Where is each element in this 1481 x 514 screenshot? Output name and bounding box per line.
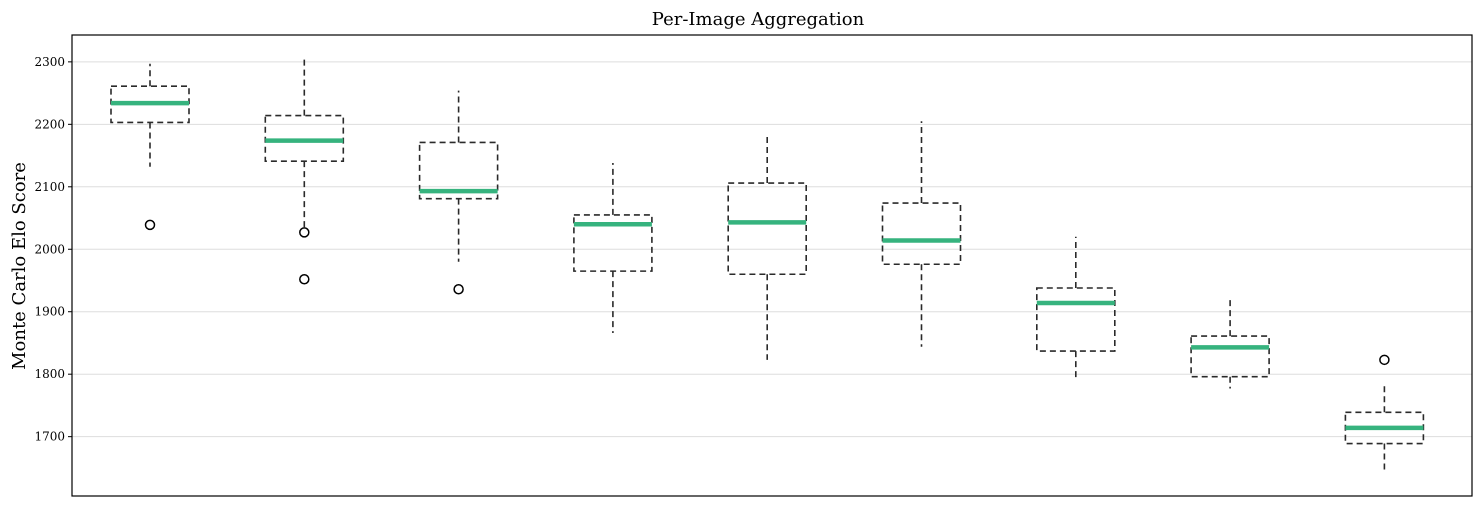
y-tick-label: 1700	[34, 430, 65, 444]
y-tick-label: 1800	[34, 367, 65, 381]
box-2	[264, 57, 345, 285]
y-tick-label: 2200	[34, 117, 65, 131]
y-axis-ticks: 1700 1800 1900 2000 2100 2200 2300	[34, 55, 72, 444]
box-6	[881, 121, 962, 347]
box-body	[418, 141, 499, 200]
box-7	[1036, 236, 1116, 381]
chart-title: Per-Image Aggregation	[652, 9, 865, 30]
box-body	[573, 214, 653, 272]
box-body	[1036, 287, 1116, 352]
box-8	[1190, 299, 1270, 389]
box-4	[573, 163, 653, 333]
outlier-point	[299, 227, 310, 238]
y-tick-label: 2100	[34, 180, 65, 194]
y-tick-label: 2000	[34, 242, 65, 256]
box-5	[727, 136, 808, 360]
box-9	[1344, 354, 1425, 474]
outlier-point	[299, 273, 310, 285]
box-1	[110, 63, 190, 231]
outlier-point	[453, 283, 464, 295]
boxes-layer	[110, 57, 1425, 474]
y-tick-label: 2300	[34, 55, 65, 69]
y-axis-label: Monte Carlo Elo Score	[9, 162, 30, 370]
outlier-point	[1379, 354, 1390, 366]
outlier-point	[144, 219, 156, 231]
box-3	[418, 90, 499, 295]
box-body	[1190, 335, 1270, 378]
grid-lines	[72, 61, 1472, 438]
y-tick-label: 1900	[34, 305, 65, 319]
box-body	[881, 202, 962, 266]
plot-frame	[71, 34, 1473, 497]
box-body	[727, 182, 808, 276]
